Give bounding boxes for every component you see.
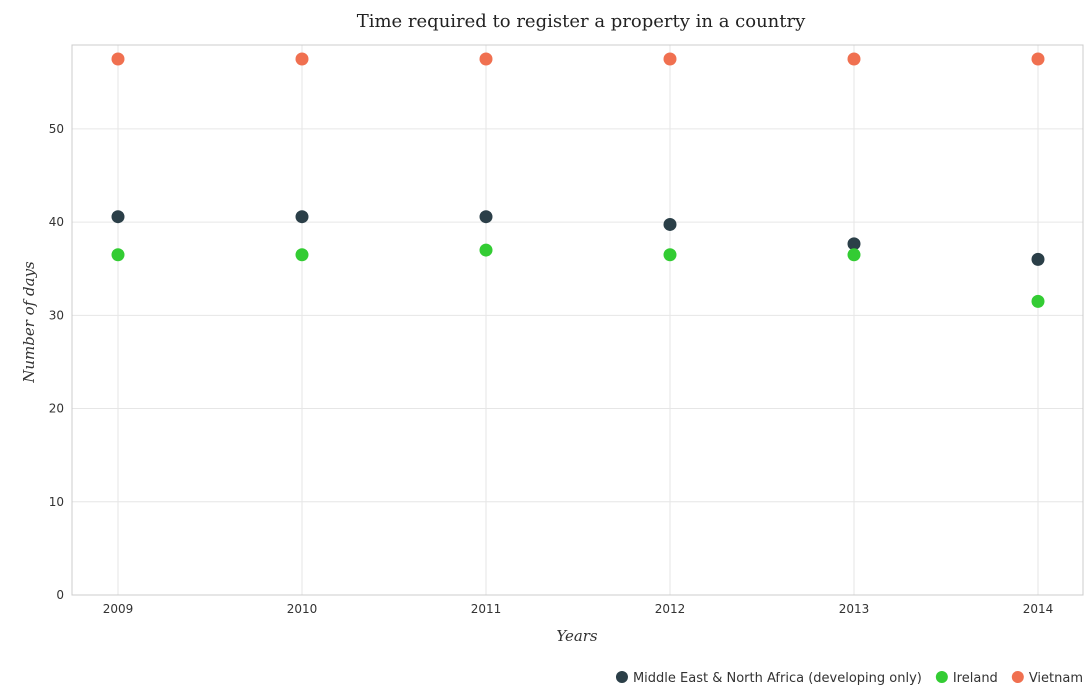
x-tick-label: 2009 (103, 602, 134, 616)
y-tick-label: 50 (49, 122, 64, 136)
x-tick-label: 2011 (471, 602, 502, 616)
y-tick-label: 20 (49, 402, 64, 416)
data-point (847, 237, 861, 251)
x-tick-label: 2010 (287, 602, 318, 616)
data-point (1031, 294, 1045, 308)
x-tick-label: 2012 (655, 602, 686, 616)
data-points (111, 52, 1045, 308)
grid (72, 45, 1083, 596)
legend: Middle East & North Africa (developing o… (615, 671, 1083, 686)
data-point (111, 210, 125, 224)
data-point (479, 243, 493, 257)
data-point (295, 52, 309, 66)
legend-label: Ireland (953, 671, 998, 686)
x-axis: 2009 2010 2011 2012 2013 2014 (103, 602, 1054, 616)
data-point (847, 248, 861, 262)
legend-label: Middle East & North Africa (developing o… (633, 671, 922, 686)
data-point (479, 210, 493, 224)
y-tick-label: 40 (49, 215, 64, 229)
data-point (663, 217, 677, 231)
y-tick-label: 0 (56, 588, 64, 602)
data-point (295, 248, 309, 262)
y-axis-label: Number of days (20, 261, 38, 384)
legend-marker (615, 671, 628, 683)
data-point (479, 52, 493, 66)
x-tick-label: 2013 (839, 602, 870, 616)
data-point (847, 52, 861, 66)
data-point (663, 52, 677, 66)
legend-marker (935, 671, 948, 683)
data-point (1031, 252, 1045, 266)
data-point (663, 248, 677, 262)
data-point (111, 248, 125, 262)
legend-marker (1011, 671, 1024, 683)
y-tick-label: 10 (49, 495, 64, 509)
data-point (111, 52, 125, 66)
x-tick-label: 2014 (1023, 602, 1054, 616)
data-point (295, 210, 309, 224)
y-axis: 0 10 20 30 40 50 (49, 122, 64, 602)
legend-label: Vietnam (1029, 671, 1083, 686)
chart-title: Time required to register a property in … (357, 11, 806, 32)
data-point (1031, 52, 1045, 66)
y-tick-label: 30 (49, 308, 64, 322)
plot-frame (71, 44, 1084, 596)
x-axis-label: Years (556, 627, 598, 645)
